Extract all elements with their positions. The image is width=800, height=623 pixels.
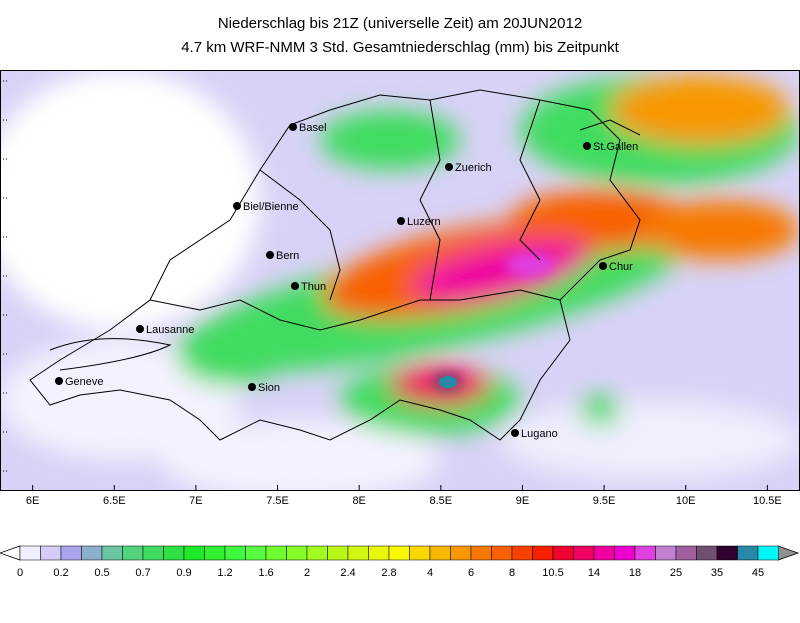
precip-field	[1, 70, 799, 490]
colorbar-box	[716, 545, 738, 561]
colorbar-label: 0.9	[176, 567, 191, 579]
city-marker	[445, 163, 453, 171]
colorbar-label: 2.8	[381, 567, 396, 579]
colorbar-box	[183, 545, 205, 561]
x-tick-label: 8E	[352, 495, 365, 507]
colorbar-box	[306, 545, 328, 561]
colorbar-label: 10.5	[542, 567, 563, 579]
colorbar-label: 25	[670, 567, 682, 579]
colorbar-label: 6	[468, 567, 474, 579]
colorbar-label: 18	[629, 567, 641, 579]
colorbar-box	[204, 545, 226, 561]
city-marker	[289, 123, 297, 131]
colorbar-label: 4	[427, 567, 433, 579]
colorbar-box	[491, 545, 513, 561]
colorbar-box	[593, 545, 615, 561]
colorbar-box	[101, 545, 123, 561]
city-label: Sion	[258, 382, 280, 394]
colorbar-box	[450, 545, 472, 561]
city-label: St.Gallen	[593, 141, 638, 153]
colorbar-label: 1.2	[217, 567, 232, 579]
colorbar-box	[573, 545, 595, 561]
city-label: Lugano	[521, 428, 558, 440]
colorbar-box	[614, 545, 636, 561]
colorbar-box	[19, 545, 41, 561]
x-tick-label: 9.5E	[593, 495, 616, 507]
colorbar-label: 45	[752, 567, 764, 579]
city-label: Luzern	[407, 216, 441, 228]
colorbar-box	[142, 545, 164, 561]
city-marker	[233, 202, 241, 210]
colorbar-box	[675, 545, 697, 561]
city-label: Zuerich	[455, 162, 492, 174]
x-tick-label: 7.5E	[266, 495, 289, 507]
colorbar-box	[327, 545, 349, 561]
colorbar-box	[470, 545, 492, 561]
colorbar-label: 2.4	[340, 567, 355, 579]
city-label: Biel/Bienne	[243, 201, 299, 213]
colorbar-box	[429, 545, 451, 561]
city-label: Lausanne	[146, 324, 194, 336]
city-label: Thun	[301, 281, 326, 293]
colorbar-box	[224, 545, 246, 561]
colorbar-high-arrow	[777, 545, 800, 561]
x-tick-label: 6E	[26, 495, 39, 507]
city-marker	[55, 377, 63, 385]
city-marker	[266, 251, 274, 259]
city-marker	[397, 217, 405, 225]
title: Niederschlag bis 21Z (universelle Zeit) …	[218, 15, 582, 32]
colorbar-label: 0.5	[94, 567, 109, 579]
colorbar-box	[265, 545, 287, 561]
core-max	[439, 376, 457, 388]
city-marker	[511, 429, 519, 437]
city-marker	[248, 383, 256, 391]
colorbar-box	[245, 545, 267, 561]
x-tick-label: 9E	[516, 495, 529, 507]
subtitle: 4.7 km WRF-NMM 3 Std. Gesamtniederschlag…	[181, 39, 619, 56]
colorbar-box	[532, 545, 554, 561]
colorbar-box	[409, 545, 431, 561]
x-tick-label: 10.5E	[753, 495, 782, 507]
city-label: Geneve	[65, 376, 104, 388]
colorbar-label: 35	[711, 567, 723, 579]
colorbar-box	[655, 545, 677, 561]
x-tick-label: 10E	[676, 495, 696, 507]
colorbar-box	[40, 545, 62, 561]
colorbar-label: 0.2	[53, 567, 68, 579]
city-marker	[599, 262, 607, 270]
colorbar-box	[347, 545, 369, 561]
borders	[29, 89, 641, 441]
colorbar-label: 1.6	[258, 567, 273, 579]
colorbar-label: 0	[17, 567, 23, 579]
colorbar-box	[552, 545, 574, 561]
colorbar-box	[286, 545, 308, 561]
x-tick-label: 7E	[189, 495, 202, 507]
colorbar-label: 8	[509, 567, 515, 579]
colorbar-box	[81, 545, 103, 561]
colorbar-box	[696, 545, 718, 561]
colorbar-box	[163, 545, 185, 561]
colorbar-box	[60, 545, 82, 561]
colorbar-box	[388, 545, 410, 561]
colorbar-label: 2	[304, 567, 310, 579]
colorbar-box	[511, 545, 533, 561]
city-label: Bern	[276, 250, 299, 262]
colorbar-label: 14	[588, 567, 600, 579]
x-tick-label: 6.5E	[103, 495, 126, 507]
colorbar-low-arrow	[0, 545, 21, 561]
x-tick-label: 8.5E	[429, 495, 452, 507]
city-marker	[583, 142, 591, 150]
colorbar-box	[368, 545, 390, 561]
colorbar-box	[737, 545, 759, 561]
city-label: Basel	[299, 122, 327, 134]
city-marker	[291, 282, 299, 290]
colorbar-box	[757, 545, 779, 561]
colorbar-box	[634, 545, 656, 561]
colorbar-box	[122, 545, 144, 561]
city-label: Chur	[609, 261, 633, 273]
colorbar-label: 0.7	[135, 567, 150, 579]
city-marker	[136, 325, 144, 333]
